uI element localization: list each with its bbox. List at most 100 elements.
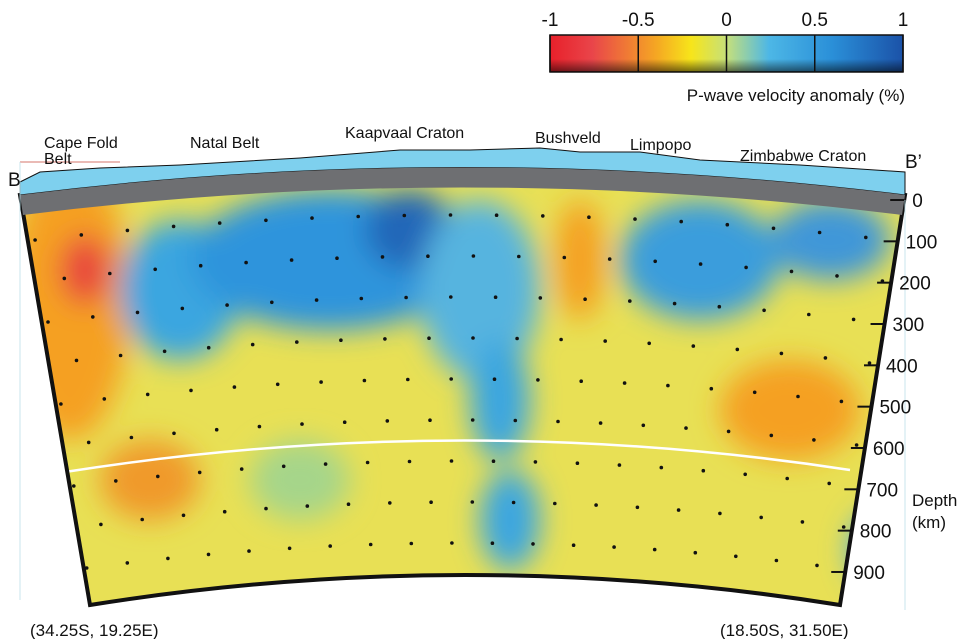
region-label: Limpopo (630, 137, 691, 154)
colorbar-tick-label: 0.5 (802, 10, 828, 31)
station-dot (762, 308, 766, 313)
station-dot (587, 215, 591, 219)
station-dot (404, 295, 408, 300)
coord-label: (34.25S, 19.25E) (30, 621, 159, 639)
station-dot (335, 256, 339, 261)
station-dot (583, 297, 587, 302)
station-dot (823, 356, 828, 360)
station-dot (726, 429, 731, 434)
station-dot (841, 525, 846, 529)
station-dot (470, 500, 475, 504)
station-dot (305, 504, 310, 508)
station-dot (339, 338, 343, 343)
station-dot (515, 336, 519, 341)
station-dot (198, 263, 203, 268)
station-dot (275, 382, 280, 387)
station-dot (693, 550, 698, 555)
station-dot (493, 295, 498, 300)
station-dot (571, 543, 576, 547)
station-dot (450, 541, 454, 545)
station-dot (617, 463, 622, 467)
station-dot (517, 254, 521, 259)
station-dot (448, 213, 453, 217)
station-dot (135, 310, 140, 315)
station-dot (166, 556, 170, 561)
station-dot (607, 257, 612, 261)
station-dot (470, 418, 475, 422)
station-dot (743, 472, 747, 477)
station-dot (666, 383, 670, 388)
station-dot (171, 224, 176, 229)
station-dot (864, 235, 868, 240)
station-dot (734, 554, 738, 559)
station-dot (264, 506, 268, 511)
station-dot (426, 254, 430, 258)
station-dot (796, 394, 800, 399)
station-dot (289, 258, 294, 262)
station-dot (295, 340, 299, 344)
station-dot (153, 267, 157, 272)
station-dot (108, 271, 112, 276)
station-dot (365, 460, 370, 465)
station-dot (300, 422, 304, 426)
depth-tick-label: 400 (886, 356, 918, 377)
station-dot (815, 563, 819, 568)
station-dot (72, 484, 76, 488)
station-dot (800, 520, 805, 524)
colorbar: P-wave velocity anomaly (%) -1 -0.5 0 0.5 1 (542, 10, 909, 105)
station-dot (622, 381, 627, 385)
station-dot (553, 501, 557, 506)
station-dot (114, 479, 118, 483)
region-label: Zimbabwe Craton (740, 148, 866, 165)
station-dot (759, 515, 763, 520)
station-dot (250, 342, 255, 347)
station-dot (180, 306, 185, 311)
depth-tick-label: 200 (899, 274, 931, 295)
region-label: Belt (44, 151, 72, 168)
station-dot (59, 402, 63, 406)
station-dot (102, 397, 107, 401)
station-dot (328, 544, 333, 548)
station-dot (471, 254, 476, 258)
end-label: B’ (905, 152, 922, 173)
station-dot (652, 547, 657, 552)
station-dot (388, 501, 392, 505)
station-dot (628, 299, 632, 303)
station-dot (531, 542, 535, 546)
station-dot (368, 542, 373, 547)
station-dot (206, 552, 211, 557)
station-dot (676, 508, 681, 512)
station-dot (851, 317, 856, 322)
station-dot (817, 230, 822, 235)
station-dot (225, 303, 229, 307)
coord-label: (18.50S, 31.50E) (720, 621, 849, 639)
station-dot (556, 419, 560, 424)
station-dot (579, 379, 583, 384)
station-dot (653, 259, 657, 264)
station-dot (812, 438, 816, 442)
station-dot (118, 353, 123, 358)
station-dot (785, 476, 789, 481)
station-dot (647, 341, 651, 346)
station-dot (86, 440, 91, 445)
station-dot (428, 418, 432, 423)
station-dot (346, 502, 351, 507)
station-dot (559, 337, 563, 342)
station-dot (281, 464, 286, 469)
station-dot (684, 426, 688, 430)
station-dot (206, 345, 211, 350)
station-dot (406, 377, 410, 382)
station-dot (633, 217, 637, 221)
station-dot (744, 265, 748, 270)
station-dot (217, 221, 222, 225)
station-dot (257, 424, 262, 429)
station-dot (125, 561, 130, 565)
colorbar-tick-label: -0.5 (622, 10, 655, 31)
station-dot (232, 385, 237, 389)
station-dot (717, 304, 722, 309)
crust (20, 167, 905, 215)
depth-tick-label: 0 (912, 191, 923, 212)
station-dot (380, 255, 385, 259)
station-dot (752, 390, 757, 395)
